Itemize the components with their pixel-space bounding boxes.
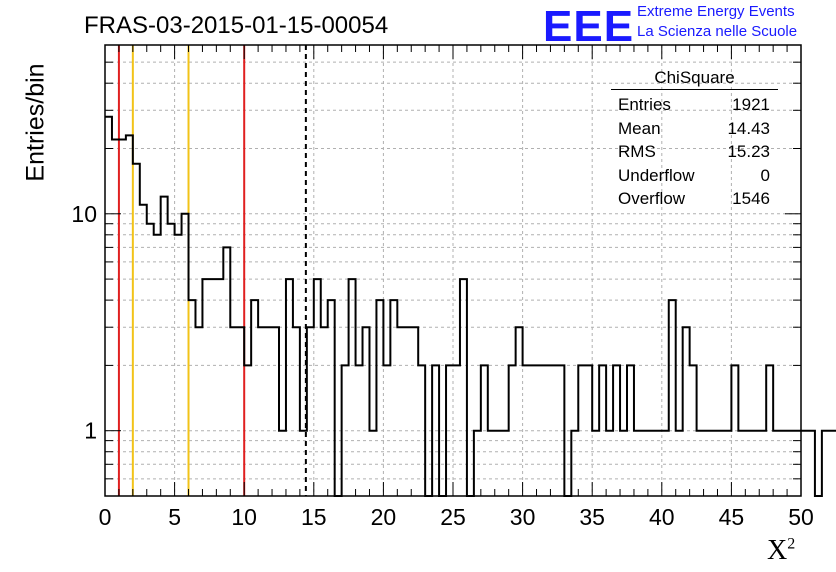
y-tick-label: 1 <box>84 418 97 444</box>
x-tick-label: 20 <box>371 504 397 530</box>
stats-label: Underflow <box>618 165 695 185</box>
stats-row: Underflow 0 <box>611 164 778 188</box>
x-tick-label: 35 <box>579 504 605 530</box>
stats-label: Overflow <box>618 189 686 208</box>
stats-title: ChiSquare <box>611 68 778 90</box>
stats-box: ChiSquare Entries 1921 Mean 14.43 RMS 15.23 Un… <box>611 68 778 211</box>
x-tick-label: 40 <box>649 504 675 530</box>
x-tick-label: 10 <box>231 504 257 530</box>
chart-title: FRAS-03-2015-01-15-00054 <box>84 12 389 39</box>
x-tick-label: 25 <box>440 504 466 530</box>
stats-value: 14.43 <box>727 118 770 138</box>
x-tick-label: 30 <box>510 504 536 530</box>
y-tick-label: 10 <box>71 201 97 227</box>
x-axis-label: X2 <box>767 535 796 566</box>
stats-value: 1546 <box>732 189 770 208</box>
stats-row: RMS 15.23 <box>611 140 778 164</box>
x-tick-label: 15 <box>301 504 327 530</box>
stats-label: RMS <box>618 142 656 161</box>
x-tick-label: 50 <box>788 504 814 530</box>
stats-value: 1921 <box>732 95 770 114</box>
x-tick-label: 5 <box>168 504 181 530</box>
stats-value: 15.23 <box>727 142 770 161</box>
stats-row: Overflow 1546 <box>611 187 778 211</box>
eee-logo: EEE <box>543 2 635 51</box>
logo-line-1: Extreme Energy Events <box>637 3 795 20</box>
stats-label: Entries <box>618 95 671 114</box>
histogram-series <box>105 115 836 497</box>
x-tick-label: 0 <box>99 504 112 530</box>
stats-label: Mean <box>618 118 661 138</box>
y-axis-label: Entries/bin <box>21 63 50 182</box>
stats-row: Mean 14.43 <box>611 117 778 141</box>
logo-line-2: La Scienza nelle Scuole <box>637 23 798 40</box>
stats-row: Entries 1921 <box>611 93 778 117</box>
x-tick-label: 45 <box>719 504 745 530</box>
stats-value: 0 <box>760 165 770 185</box>
